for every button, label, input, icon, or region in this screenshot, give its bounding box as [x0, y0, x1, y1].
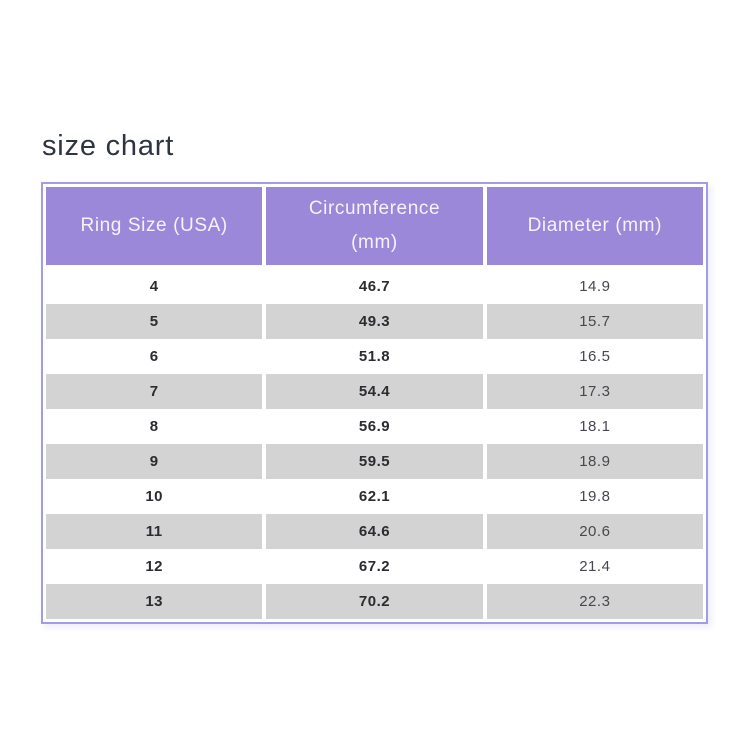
- header-ring-size-label: Ring Size (USA): [80, 214, 228, 236]
- header-circumference-label-line2: (mm): [351, 232, 398, 253]
- ring-size-cell: 6: [46, 339, 263, 374]
- ring-size-cell: 9: [46, 444, 263, 479]
- ring-size-cell: 5: [46, 304, 263, 339]
- diameter-cell: 18.9: [486, 444, 703, 479]
- circumference-cell: 70.2: [266, 584, 483, 619]
- header-diameter: Diameter (mm): [486, 187, 703, 265]
- ring-size-cell: 12: [46, 549, 263, 584]
- table-row: 6 51.8 16.5: [46, 339, 703, 374]
- circumference-cell: 49.3: [266, 304, 483, 339]
- table-row: 4 46.7 14.9: [46, 269, 703, 304]
- circumference-cell: 54.4: [266, 374, 483, 409]
- table-row: 9 59.5 18.9: [46, 444, 703, 479]
- table-row: 11 64.6 20.6: [46, 514, 703, 549]
- ring-size-cell: 10: [46, 479, 263, 514]
- table-row: 7 54.4 17.3: [46, 374, 703, 409]
- header-diameter-label: Diameter (mm): [527, 214, 663, 236]
- circumference-cell: 62.1: [266, 479, 483, 514]
- diameter-cell: 21.4: [486, 549, 703, 584]
- ring-size-cell: 7: [46, 374, 263, 409]
- diameter-cell: 22.3: [486, 584, 703, 619]
- ring-size-cell: 13: [46, 584, 263, 619]
- table-body: 4 46.7 14.9 5 49.3 15.7 6 51.8 16.5 7 54.4 17.3 8 56.…: [46, 269, 703, 619]
- diameter-cell: 15.7: [486, 304, 703, 339]
- table-row: 12 67.2 21.4: [46, 549, 703, 584]
- diameter-cell: 17.3: [486, 374, 703, 409]
- diameter-cell: 19.8: [486, 479, 703, 514]
- table-row: 5 49.3 15.7: [46, 304, 703, 339]
- circumference-cell: 59.5: [266, 444, 483, 479]
- diameter-cell: 18.1: [486, 409, 703, 444]
- circumference-cell: 51.8: [266, 339, 483, 374]
- table-header-row: Ring Size (USA) Circumference (mm) Diame…: [46, 187, 703, 265]
- table-row: 8 56.9 18.1: [46, 409, 703, 444]
- circumference-cell: 46.7: [266, 269, 483, 304]
- circumference-cell: 64.6: [266, 514, 483, 549]
- table-row: 10 62.1 19.8: [46, 479, 703, 514]
- header-circumference: Circumference (mm): [266, 187, 483, 265]
- diameter-cell: 16.5: [486, 339, 703, 374]
- ring-size-cell: 11: [46, 514, 263, 549]
- circumference-cell: 56.9: [266, 409, 483, 444]
- page-title: size chart: [42, 130, 175, 162]
- size-chart-table: Ring Size (USA) Circumference (mm) Diame…: [41, 182, 708, 624]
- table-row: 13 70.2 22.3: [46, 584, 703, 619]
- header-ring-size: Ring Size (USA): [46, 187, 263, 265]
- header-circumference-label-line1: Circumference: [308, 197, 441, 219]
- circumference-cell: 67.2: [266, 549, 483, 584]
- diameter-cell: 20.6: [486, 514, 703, 549]
- diameter-cell: 14.9: [486, 269, 703, 304]
- ring-size-cell: 8: [46, 409, 263, 444]
- ring-size-cell: 4: [46, 269, 263, 304]
